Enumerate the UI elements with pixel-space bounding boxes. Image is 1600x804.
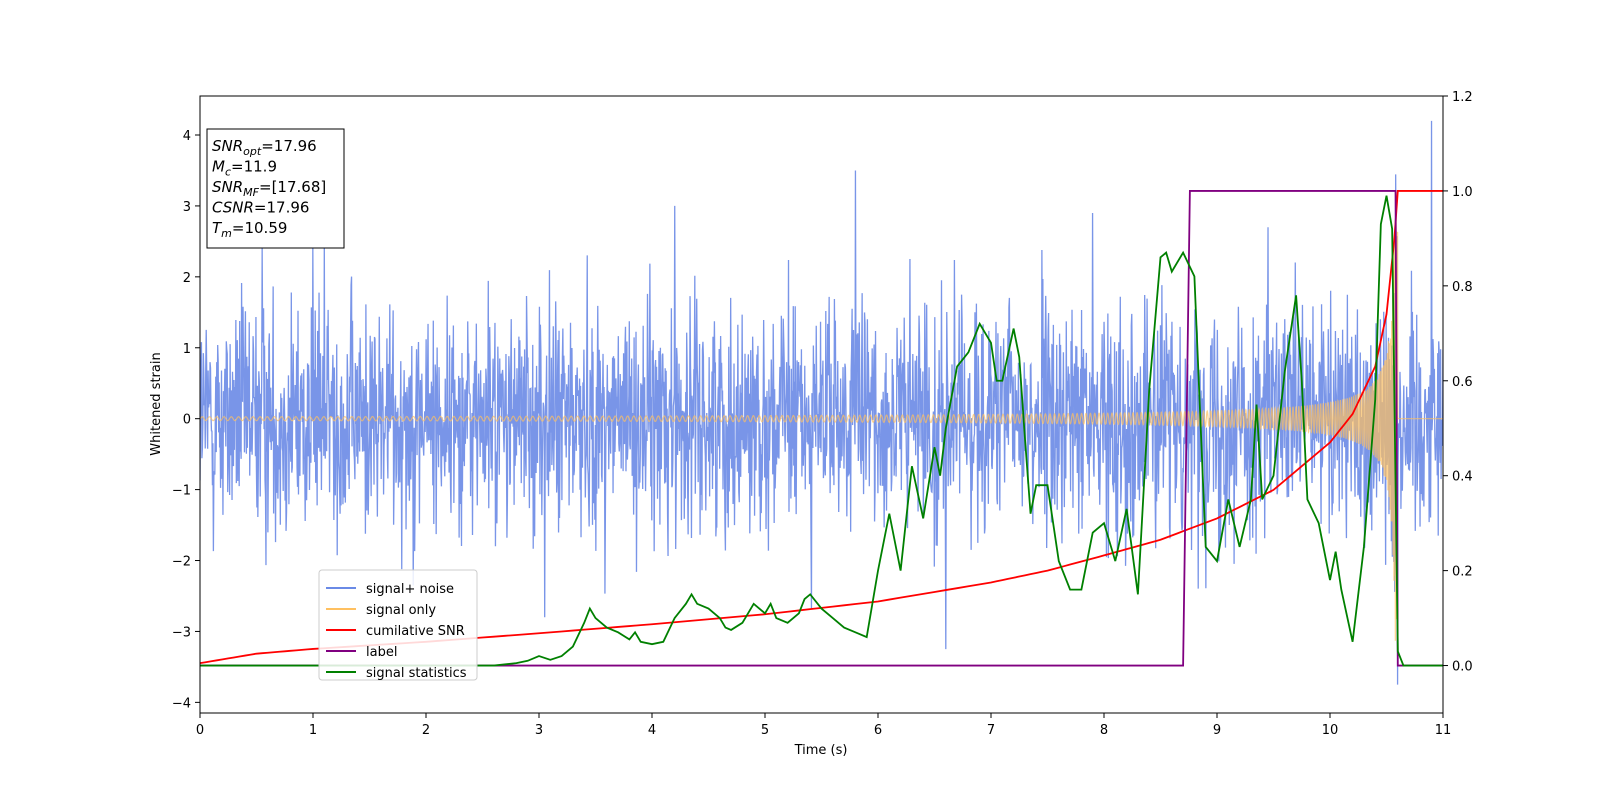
legend-label-label: label [366, 645, 397, 660]
y2-tick-label: 1.2 [1452, 90, 1473, 105]
series-signal-statistics-line [200, 195, 1443, 667]
y2-tick-label: 0.0 [1452, 660, 1473, 675]
snr-annotation-box: SNRopt=17.96 Mc=11.9 SNRMF=[17.68] CSNR=17.… [206, 128, 345, 249]
series-signal-noise-line [200, 120, 1443, 685]
series-signal-only-line [200, 192, 1443, 641]
y2-tick-label: 0.2 [1452, 565, 1473, 580]
snr-annotation-text: SNRopt=17.96 Mc=11.9 SNRMF=[17.68] CSNR=17.… [212, 137, 326, 240]
y-tick-label: −3 [172, 625, 191, 640]
x-tick-label: 2 [422, 723, 430, 738]
y2-tick-label: 0.6 [1452, 375, 1473, 390]
y-tick-label: −4 [172, 696, 191, 711]
x-tick-label: 5 [761, 723, 769, 738]
y-axis-label: Whitened strain [149, 352, 164, 455]
y-tick-label: 1 [183, 342, 191, 357]
y-tick-label: −1 [172, 484, 191, 499]
y-tick-label: 3 [183, 200, 191, 215]
x-tick-label: 0 [196, 723, 204, 738]
x-tick-label: 6 [874, 723, 882, 738]
y-tick-label: 2 [183, 271, 191, 286]
y-tick-label: −2 [172, 555, 191, 570]
plot-frame [199, 95, 1444, 714]
y2-tick-label: 0.8 [1452, 280, 1473, 295]
legend: signal+ noise signal only cumilative SNR la… [318, 569, 478, 681]
legend-signal-only-label: signal only [366, 603, 436, 618]
legend-signal-statistics-label: signal statistics [366, 666, 467, 681]
x-tick-label: 4 [648, 723, 656, 738]
x-axis-label: Time (s) [794, 743, 848, 758]
y2-tick-label: 1.0 [1452, 185, 1473, 200]
y-tick-label: 4 [183, 129, 191, 144]
x-tick-label: 7 [987, 723, 995, 738]
y-tick-label: 0 [183, 413, 191, 428]
axes-layer: 0 1 2 3 4 5 6 7 8 9 10 11 −4 −3 −2 −1 0 1 2 3 4 0.0 0.2 0.4 0.6 0… [172, 90, 1473, 738]
x-tick-label: 9 [1213, 723, 1221, 738]
x-tick-label: 11 [1435, 723, 1452, 738]
y2-tick-label: 0.4 [1452, 470, 1473, 485]
legend-signal-noise-label: signal+ noise [366, 582, 454, 597]
x-tick-label: 3 [535, 723, 543, 738]
x-tick-label: 8 [1100, 723, 1108, 738]
legend-cumulative-snr-label: cumilative SNR [366, 624, 465, 639]
x-tick-label: 10 [1322, 723, 1339, 738]
x-tick-label: 1 [309, 723, 317, 738]
series-label-line [200, 190, 1443, 667]
